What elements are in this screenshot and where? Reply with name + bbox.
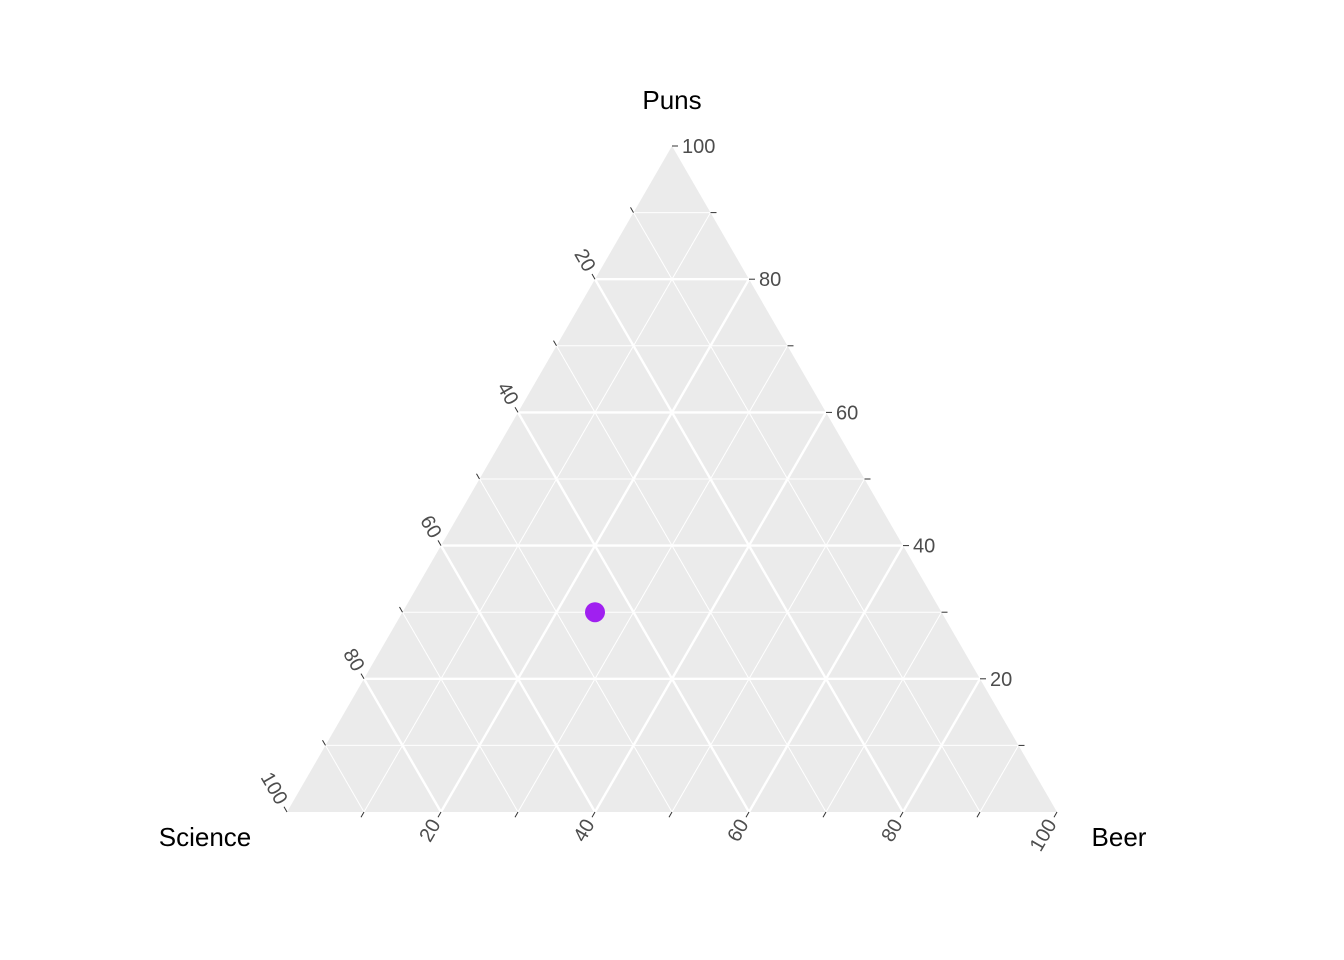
tick-label-puns: 80 [759,269,781,291]
tick-beer [591,811,596,818]
gridlines [325,212,1019,813]
tick-label-puns: 60 [836,402,858,424]
gridline-beer [517,345,788,813]
gridline-beer [747,544,905,813]
tick-label-puns: 100 [682,136,715,158]
axis-title-science: Science [159,822,252,852]
tick-label-beer: 80 [877,816,907,846]
tick-science [514,406,519,413]
gridline-beer [671,478,865,813]
tick-label-science: 100 [256,769,292,809]
gridline-beer [901,678,982,813]
tick-science [360,673,365,680]
tick-science [630,207,634,213]
gridline-beer [363,212,711,813]
tick-label-beer: 60 [723,816,753,846]
tick-label-beer: 40 [569,816,599,846]
tick-beer [437,811,442,818]
gridline-science [439,544,597,813]
gridline-science [362,678,443,813]
tick-beer [668,811,673,818]
tick-beer [360,811,365,818]
tick-science [437,540,442,546]
tick-label-science: 40 [492,379,522,409]
tick-science [553,340,557,347]
tick-science [322,739,326,746]
gridline-science [402,611,519,813]
axis-ticks [283,145,1058,818]
tick-beer [822,811,827,818]
data-points [585,602,605,623]
gridline-beer [979,745,1019,813]
tick-label-puns: 20 [990,669,1012,691]
tick-label-science: 60 [415,512,445,542]
tick-beer [976,811,981,818]
tick-beer [514,811,519,818]
tick-beer [745,811,750,818]
tick-beer [1053,811,1058,818]
tick-label-science: 80 [338,645,368,675]
gridline-beer [825,611,942,813]
tick-science [476,473,480,480]
tick-science [399,606,403,613]
tick-label-beer: 100 [1026,816,1062,856]
tick-label-puns: 40 [913,536,935,558]
tick-label-beer: 20 [415,816,445,846]
tick-beer [899,811,904,818]
gridline-science [633,212,981,813]
tick-label-science: 20 [569,245,599,275]
gridline-science [479,478,673,813]
axis-title-beer: Beer [1092,822,1147,852]
gridline-science [556,345,827,813]
tick-science [591,273,596,280]
data-point [585,602,605,623]
tick-science [283,806,288,813]
axis-title-puns: Puns [642,85,701,115]
gridline-science [325,745,365,813]
